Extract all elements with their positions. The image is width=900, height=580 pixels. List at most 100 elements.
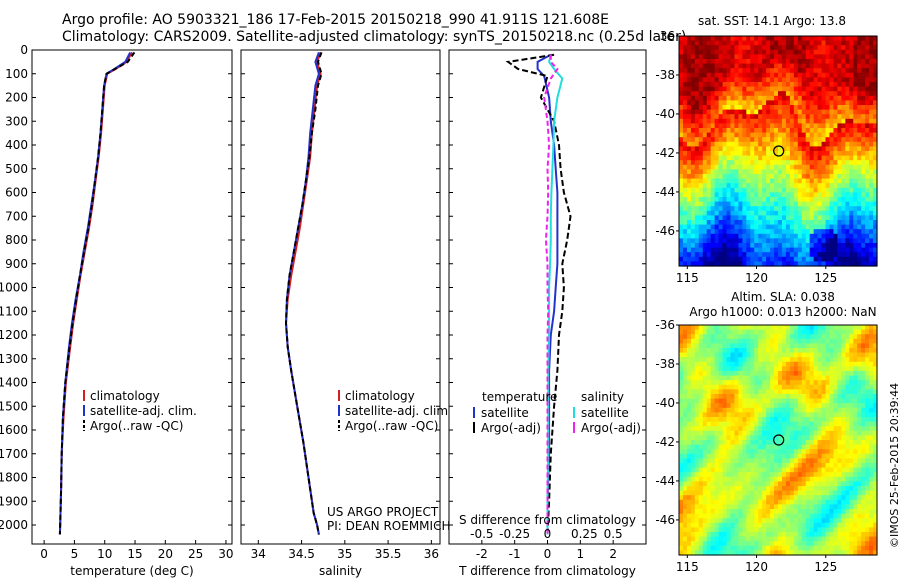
map-cell	[750, 206, 755, 212]
map-cell	[726, 252, 732, 258]
map-cell	[825, 224, 831, 230]
map-cell	[726, 453, 732, 459]
map-cell	[706, 164, 712, 170]
map-cell	[762, 210, 767, 216]
map-cell	[718, 192, 724, 198]
map-cell	[873, 45, 878, 51]
map-cell	[734, 68, 739, 74]
map-cell	[730, 453, 736, 459]
map-cell	[861, 137, 866, 143]
map-cell	[706, 215, 712, 221]
map-cell	[762, 384, 767, 390]
map-cell	[833, 444, 838, 450]
map-cell	[849, 522, 854, 528]
map-cell	[837, 224, 842, 230]
map-cell	[754, 86, 759, 92]
map-cell	[857, 252, 862, 258]
map-cell	[793, 82, 799, 88]
map-cell	[690, 206, 696, 212]
map-cell	[750, 371, 755, 377]
s-tick-label: -0.25	[499, 527, 530, 541]
map-cell	[841, 128, 846, 134]
map-cell	[837, 206, 842, 212]
map-cell	[781, 215, 787, 221]
map-cell	[805, 371, 811, 377]
map-cell	[694, 440, 700, 446]
map-cell	[698, 100, 704, 106]
map-cell	[679, 201, 684, 207]
map-cell	[754, 178, 759, 184]
map-cell	[758, 206, 763, 212]
map-cell	[754, 114, 759, 120]
map-cell	[746, 407, 751, 413]
map-cell	[801, 403, 807, 409]
map-cell	[730, 444, 736, 450]
map-cell	[801, 407, 807, 413]
map-cell	[817, 132, 823, 138]
map-cell	[849, 348, 854, 354]
map-cell	[869, 371, 874, 377]
map-cell	[738, 233, 743, 239]
map-cell	[734, 91, 739, 97]
map-cell	[766, 169, 771, 175]
map-cell	[845, 449, 850, 455]
map-cell	[781, 137, 787, 143]
map-cell	[714, 141, 720, 147]
map-cell	[754, 105, 759, 111]
map-cell	[766, 463, 771, 469]
map-cell	[734, 481, 739, 487]
map-cell	[833, 499, 838, 505]
map-cell	[694, 444, 700, 450]
map-cell	[849, 128, 854, 134]
map-cell	[865, 417, 870, 423]
map-cell	[718, 467, 724, 473]
map-cell	[821, 261, 827, 267]
map-cell	[682, 389, 688, 395]
map-cell	[722, 407, 728, 413]
map-cell	[774, 220, 779, 226]
map-cell	[706, 100, 712, 106]
map-cell	[762, 348, 767, 354]
map-cell	[845, 527, 850, 533]
map-cell	[845, 252, 850, 258]
map-cell	[686, 49, 692, 55]
map-cell	[754, 164, 759, 170]
map-cell	[821, 380, 827, 386]
map-cell	[750, 95, 755, 101]
map-cell	[682, 72, 688, 78]
map-cell	[849, 192, 854, 198]
map-cell	[821, 444, 827, 450]
map-cell	[682, 499, 688, 505]
map-cell	[809, 458, 815, 464]
map-cell	[758, 59, 763, 65]
map-cell	[873, 146, 878, 152]
map-cell	[853, 137, 858, 143]
map-cell	[702, 256, 708, 262]
map-cell	[694, 458, 700, 464]
map-cell	[793, 252, 799, 258]
map-cell	[793, 338, 799, 344]
map-cell	[694, 118, 700, 124]
map-cell	[785, 463, 791, 469]
map-cell	[726, 361, 732, 367]
map-cell	[845, 132, 850, 138]
map-cell	[679, 82, 684, 88]
map-cell	[734, 164, 739, 170]
map-cell	[861, 132, 866, 138]
map-cell	[841, 453, 846, 459]
map-cell	[706, 105, 712, 111]
map-cell	[865, 151, 870, 157]
map-cell	[841, 45, 846, 51]
map-cell	[841, 407, 846, 413]
map-cell	[817, 229, 823, 235]
map-cell	[690, 407, 696, 413]
map-cell	[774, 72, 779, 78]
map-cell	[746, 481, 751, 487]
map-cell	[825, 215, 831, 221]
map-cell	[793, 329, 799, 335]
map-cell	[789, 201, 795, 207]
map-cell	[774, 256, 779, 262]
map-cell	[694, 256, 700, 262]
map-x-tick-label: 115	[676, 271, 699, 285]
map-cell	[785, 394, 791, 400]
